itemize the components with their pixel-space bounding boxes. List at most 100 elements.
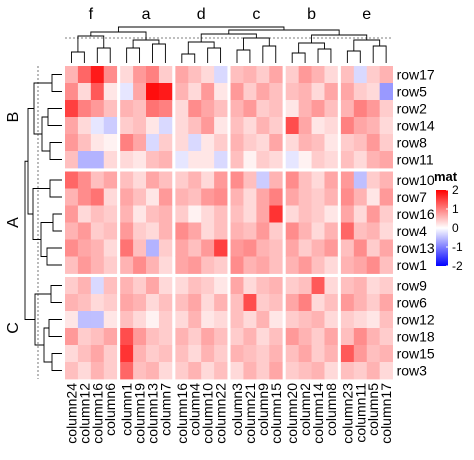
heatmap-cell bbox=[133, 66, 147, 84]
heatmap-cell bbox=[103, 83, 118, 101]
row-label: row4 bbox=[397, 223, 428, 239]
heatmap-cell bbox=[201, 239, 215, 257]
heatmap-cell bbox=[340, 205, 355, 223]
heatmap-cell bbox=[90, 328, 105, 346]
heatmap-cell bbox=[103, 345, 118, 363]
heatmap-cell bbox=[77, 362, 92, 380]
column-label: column16 bbox=[174, 383, 190, 444]
heatmap-cell bbox=[311, 117, 325, 135]
heatmap-cell bbox=[353, 188, 368, 206]
heatmap-cell bbox=[243, 188, 257, 206]
heatmap-cell bbox=[133, 100, 147, 118]
heatmap-cell bbox=[366, 277, 381, 295]
column-label: column4 bbox=[187, 383, 203, 436]
heatmap-cell bbox=[146, 66, 160, 84]
heatmap-cell bbox=[324, 362, 338, 380]
heatmap-cell bbox=[188, 294, 202, 312]
heatmap-cell bbox=[340, 134, 355, 152]
heatmap-cell bbox=[90, 66, 105, 84]
heatmap-cell bbox=[175, 239, 189, 257]
heatmap-cell bbox=[133, 117, 147, 135]
heatmap-cell bbox=[146, 277, 160, 295]
heatmap-cell bbox=[324, 188, 338, 206]
heatmap-cell bbox=[230, 311, 244, 329]
heatmap-cell bbox=[90, 311, 105, 329]
heatmap-cell bbox=[120, 100, 134, 118]
heatmap-cell bbox=[340, 151, 355, 169]
heatmap-cell bbox=[298, 66, 312, 84]
heatmap-cell bbox=[175, 188, 189, 206]
heatmap-cell bbox=[298, 171, 312, 189]
row-slice-title: A bbox=[5, 217, 22, 228]
heatmap-cell bbox=[324, 100, 338, 118]
legend-tick-label: 1 bbox=[452, 202, 459, 216]
heatmap-cell bbox=[353, 277, 368, 295]
heatmap-cell bbox=[175, 345, 189, 363]
heatmap-cell bbox=[298, 345, 312, 363]
heatmap-cell bbox=[311, 239, 325, 257]
heatmap-cell bbox=[298, 205, 312, 223]
heatmap-cell bbox=[353, 362, 368, 380]
heatmap-cell bbox=[188, 83, 202, 101]
heatmap-cell bbox=[103, 188, 118, 206]
heatmap-cell bbox=[175, 328, 189, 346]
heatmap-cell bbox=[285, 239, 300, 257]
heatmap-cell bbox=[340, 83, 355, 101]
heatmap-cell bbox=[133, 222, 147, 240]
heatmap-cell bbox=[120, 188, 134, 206]
heatmap-cell bbox=[201, 171, 215, 189]
heatmap-cell bbox=[269, 256, 283, 274]
heatmap-cell bbox=[201, 362, 215, 380]
heatmap-cell bbox=[324, 205, 338, 223]
heatmap-cell bbox=[214, 134, 228, 152]
heatmap-cell bbox=[146, 328, 160, 346]
heatmap-cell bbox=[269, 345, 283, 363]
heatmap-cell bbox=[243, 311, 257, 329]
heatmap-cell bbox=[103, 66, 118, 84]
column-label: column2 bbox=[297, 383, 313, 436]
heatmap-cell bbox=[285, 171, 300, 189]
column-slice-title: a bbox=[142, 6, 151, 23]
heatmap-cell bbox=[269, 151, 283, 169]
row-dendrogram bbox=[24, 66, 62, 379]
heatmap-cell bbox=[214, 345, 228, 363]
column-label: column11 bbox=[352, 383, 368, 443]
heatmap-cell bbox=[379, 294, 393, 312]
heatmap-cell bbox=[120, 134, 134, 152]
heatmap-cell bbox=[120, 239, 134, 257]
heatmap-cell bbox=[298, 222, 312, 240]
heatmap-cell bbox=[158, 151, 173, 169]
heatmap-cell bbox=[175, 294, 189, 312]
heatmap-cell bbox=[366, 362, 381, 380]
heatmap-cell bbox=[340, 117, 355, 135]
heatmap-cell bbox=[90, 188, 105, 206]
heatmap-cell bbox=[324, 222, 338, 240]
heatmap-cell bbox=[120, 311, 134, 329]
column-label: column22 bbox=[213, 383, 229, 444]
heatmap-cell bbox=[90, 239, 105, 257]
legend-tick-label: -2 bbox=[452, 259, 463, 273]
heatmap-cell bbox=[256, 362, 270, 380]
row-label: row17 bbox=[397, 67, 435, 83]
heatmap-cell bbox=[243, 222, 257, 240]
heatmap-cell bbox=[120, 256, 134, 274]
heatmap-cell bbox=[230, 100, 244, 118]
heatmap-cell bbox=[133, 277, 147, 295]
heatmap-cell bbox=[65, 171, 79, 189]
heatmap-cell bbox=[243, 328, 257, 346]
heatmap-cell bbox=[285, 66, 300, 84]
heatmap-cell bbox=[77, 239, 92, 257]
heatmap-cell bbox=[146, 222, 160, 240]
heatmap-cell bbox=[269, 239, 283, 257]
heatmap-cell bbox=[65, 66, 79, 84]
heatmap-cell bbox=[366, 134, 381, 152]
heatmap-cell bbox=[146, 311, 160, 329]
heatmap-cell bbox=[230, 83, 244, 101]
heatmap-cell bbox=[103, 239, 118, 257]
heatmap-cell bbox=[340, 311, 355, 329]
heatmap-cell bbox=[133, 239, 147, 257]
heatmap-cell bbox=[285, 134, 300, 152]
heatmap-cell bbox=[324, 277, 338, 295]
column-slice-title: b bbox=[307, 6, 316, 23]
heatmap-cell bbox=[298, 311, 312, 329]
